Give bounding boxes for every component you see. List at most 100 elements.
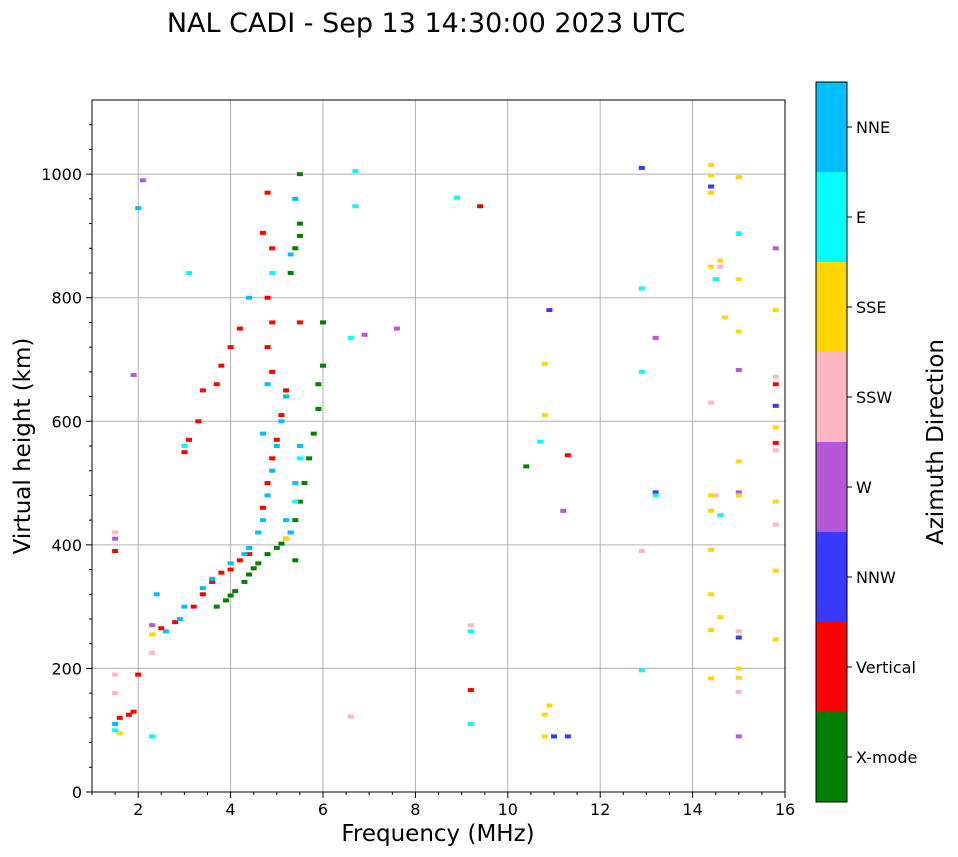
- data-point-x-mode: [246, 572, 253, 577]
- data-point-vertical: [259, 505, 266, 510]
- colorbar-label: SSW: [856, 388, 892, 407]
- data-point-nne: [181, 604, 188, 609]
- data-point-x-mode: [227, 593, 234, 598]
- data-point-x-mode: [296, 233, 303, 238]
- data-point-e: [186, 271, 193, 275]
- data-point-vertical: [269, 456, 276, 461]
- data-point-vertical: [269, 246, 276, 251]
- data-point-e: [292, 499, 299, 504]
- data-point-vertical: [181, 450, 188, 455]
- x-tick-label: 2: [133, 800, 143, 819]
- data-point-ssw: [112, 691, 119, 696]
- data-point-nne: [283, 518, 290, 523]
- data-point-nnw: [652, 490, 659, 495]
- data-point-sse: [735, 459, 742, 464]
- data-point-sse: [735, 666, 742, 671]
- data-point-x-mode: [310, 431, 317, 436]
- data-point-nne: [112, 722, 119, 727]
- data-point-nne: [269, 468, 276, 473]
- data-point-vertical: [269, 369, 276, 374]
- data-point-ssw: [717, 264, 724, 269]
- data-point-sse: [721, 315, 728, 320]
- data-point-e: [352, 204, 359, 209]
- data-point-vertical: [213, 382, 220, 387]
- data-point-sse: [541, 734, 548, 739]
- data-point-vertical: [130, 709, 137, 714]
- data-points: [112, 162, 779, 739]
- data-point-ssw: [149, 650, 156, 655]
- data-point-nne: [292, 481, 299, 486]
- data-point-w: [735, 734, 742, 739]
- data-point-nne: [287, 252, 294, 257]
- data-point-vertical: [283, 388, 290, 393]
- data-point-vertical: [264, 190, 271, 195]
- x-tick-label: 14: [682, 800, 702, 819]
- data-point-sse: [708, 508, 715, 513]
- data-point-e: [735, 232, 742, 237]
- colorbar-segment: [816, 712, 847, 802]
- data-point-sse: [541, 413, 548, 418]
- data-point-x-mode: [222, 598, 229, 603]
- data-point-ssw: [712, 493, 719, 498]
- colorbar-title: Azimuth Direction: [923, 339, 949, 545]
- y-axis: 0 200 400 600 800 1000: [41, 124, 92, 802]
- data-point-nne: [162, 629, 169, 634]
- data-point-sse: [546, 703, 553, 708]
- data-point-vertical: [218, 570, 225, 575]
- data-point-e: [269, 271, 276, 275]
- colorbar-label: Vertical: [856, 658, 916, 677]
- data-point-nne: [287, 530, 294, 535]
- colorbar-segment: [816, 352, 847, 442]
- data-point-ssw: [772, 522, 779, 527]
- data-point-w: [652, 335, 659, 340]
- x-tick-label: 6: [318, 800, 328, 819]
- data-point-sse: [772, 499, 779, 504]
- x-tick-label: 8: [410, 800, 420, 819]
- data-point-sse: [283, 536, 290, 541]
- data-point-vertical: [236, 558, 243, 563]
- data-point-vertical: [278, 413, 285, 418]
- data-point-e: [347, 335, 354, 340]
- data-point-sse: [735, 175, 742, 180]
- data-point-e: [453, 195, 460, 200]
- colorbar-label: NNW: [856, 568, 896, 587]
- data-point-vertical: [236, 326, 243, 331]
- data-point-e: [112, 728, 119, 733]
- data-point-vertical: [259, 230, 266, 235]
- data-point-vertical: [246, 552, 253, 557]
- data-point-e: [352, 169, 359, 174]
- data-point-ssw: [112, 530, 119, 535]
- data-point-sse: [541, 361, 548, 366]
- data-point-sse: [708, 547, 715, 552]
- colorbar-frame: [815, 81, 848, 803]
- data-point-x-mode: [255, 561, 262, 566]
- x-tick-label: 16: [775, 800, 795, 819]
- colorbar-segment: [816, 532, 847, 622]
- data-point-e: [537, 439, 544, 444]
- colorbar-segment: [816, 442, 847, 532]
- colorbar-segment: [816, 172, 847, 262]
- data-point-x-mode: [241, 579, 248, 584]
- data-point-nne: [259, 431, 266, 436]
- data-point-nnw: [564, 734, 571, 739]
- data-point-x-mode: [523, 464, 530, 469]
- data-point-sse: [708, 676, 715, 681]
- data-point-sse: [772, 308, 779, 313]
- data-point-e: [467, 722, 474, 727]
- data-point-w: [560, 508, 567, 513]
- data-point-sse: [708, 173, 715, 178]
- data-point-sse: [735, 277, 742, 282]
- data-point-w: [149, 623, 156, 628]
- data-point-x-mode: [213, 604, 220, 609]
- data-point-w: [139, 178, 146, 183]
- data-point-vertical: [264, 345, 271, 350]
- data-point-x-mode: [315, 382, 322, 387]
- data-point-sse: [708, 493, 715, 498]
- data-point-vertical: [273, 437, 280, 442]
- data-point-ssw: [638, 549, 645, 554]
- data-point-x-mode: [292, 558, 299, 563]
- data-point-sse: [735, 493, 742, 498]
- data-point-w: [361, 332, 368, 337]
- chart-title: NAL CADI - Sep 13 14:30:00 2023 UTC: [167, 8, 685, 39]
